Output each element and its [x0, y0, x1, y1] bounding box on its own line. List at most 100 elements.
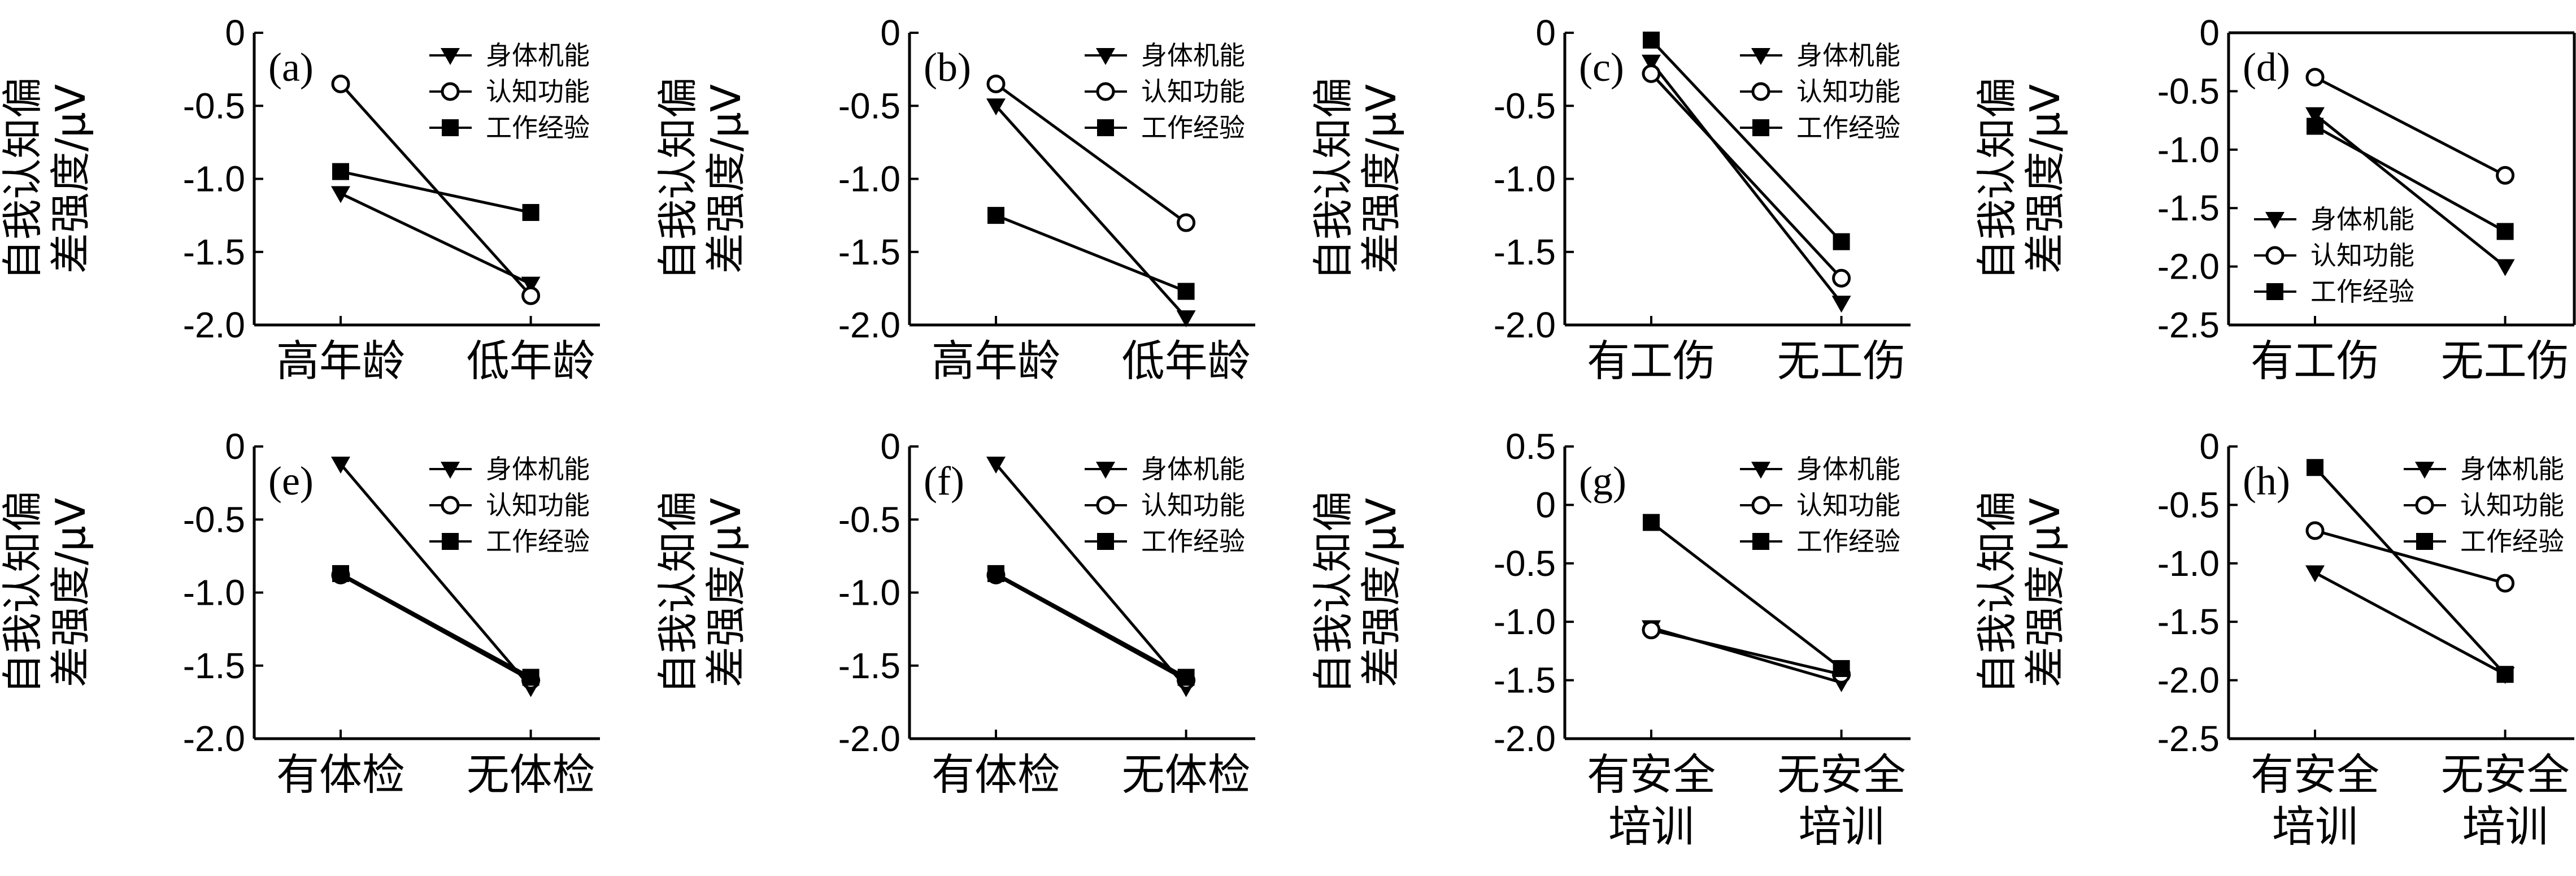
y-tick-label: -1.0: [2157, 129, 2220, 170]
x-category-label: 有体检: [932, 749, 1060, 800]
y-axis-label-line1: 自我认知偏: [0, 77, 46, 280]
legend-marker-triangle: [2415, 462, 2434, 479]
panel-label: (b): [924, 45, 971, 90]
legend-label: 工作经验: [1796, 526, 1900, 557]
data-point-circle: [331, 74, 350, 93]
series-line: [1650, 39, 1843, 243]
x-category-label: 无体检: [1122, 749, 1251, 800]
x-category-label-line: 无安全: [2441, 749, 2570, 800]
x-category-label: 无工伤: [2441, 336, 2570, 386]
legend-marker-square: [1752, 119, 1769, 136]
data-point-circle: [2305, 68, 2325, 87]
y-tick-label: -1.0: [1494, 601, 1556, 642]
x-category-label: 无体检: [467, 749, 595, 800]
chart-panel: 0 -0.5 -1.0 -1.5 -2.0 有体检 无体检 自我认知偏 差强度/μV (e) 身体机…: [0, 426, 600, 800]
series-line: [2314, 113, 2507, 268]
y-tick-label: 0: [2199, 426, 2220, 467]
legend-marker-triangle: [1751, 48, 1770, 65]
series-line: [995, 574, 1187, 682]
data-point-circle: [1642, 64, 1661, 83]
y-axis-label-line2: 差强度/μV: [47, 498, 94, 687]
chart-panel: 0 -0.5 -1.0 -1.5 -2.0 有体检 无体检 自我认知偏 差强度/μV (f) 身体机…: [654, 426, 1255, 800]
series-line: [340, 170, 532, 214]
legend-label: 认知功能: [1796, 490, 1900, 521]
x-category-label-line: 有安全: [2251, 749, 2379, 800]
data-point-square: [332, 163, 349, 180]
data-point-triangle: [1642, 54, 1661, 72]
x-category-label: 有体检: [276, 749, 405, 800]
data-point-square: [332, 565, 349, 582]
x-category-label: 低年龄: [467, 336, 595, 386]
y-tick-label: 0.5: [1505, 426, 1556, 467]
y-tick-label: -1.0: [183, 159, 245, 200]
y-tick-label: -0.5: [1494, 85, 1556, 126]
y-tick-label: -0.5: [838, 85, 900, 126]
x-category-label-line: 培训: [1799, 801, 1885, 852]
legend-marker-square: [442, 119, 459, 136]
series-line: [340, 192, 532, 285]
y-tick-label: 0: [1535, 484, 1556, 525]
legend-marker-triangle: [441, 462, 460, 479]
data-point-circle: [1832, 268, 1851, 288]
series-line: [1650, 72, 1843, 279]
y-tick-label: -2.0: [2157, 246, 2220, 287]
legend-label: 认知功能: [486, 490, 590, 521]
data-point-circle: [521, 286, 541, 305]
x-category-label-line: 高年龄: [932, 336, 1060, 386]
legend-marker-square: [1097, 533, 1114, 550]
data-point-triangle: [521, 276, 541, 294]
y-tick-label: -0.5: [1494, 543, 1556, 584]
y-tick-label: -2.0: [183, 718, 245, 759]
y-tick-label: 0: [225, 426, 245, 467]
y-axis-label-line2: 差强度/μV: [1357, 498, 1405, 687]
legend-marker-square: [442, 533, 459, 550]
legend-marker-circle: [2265, 246, 2285, 265]
series-line: [2314, 571, 2506, 676]
data-point-square: [1643, 31, 1660, 49]
y-tick-label: -2.0: [2157, 660, 2220, 701]
x-category-label-line: 无工伤: [1777, 336, 1906, 386]
x-category-label: 无工伤: [1777, 336, 1906, 386]
legend-marker-square: [2416, 533, 2433, 550]
data-point-square: [1833, 660, 1850, 677]
y-tick-label: -1.5: [183, 645, 245, 686]
legend-label: 认知功能: [1141, 76, 1245, 107]
series-line: [2314, 76, 2506, 177]
legend-label: 身体机能: [1796, 40, 1900, 71]
legend-marker-triangle: [2265, 212, 2285, 229]
series-line: [340, 572, 532, 679]
x-category-label-line: 无工伤: [2441, 336, 2570, 386]
data-point-square: [522, 669, 539, 686]
legend-label: 认知功能: [2310, 240, 2414, 271]
x-category-label-line: 有体检: [932, 749, 1060, 800]
y-tick-label: -1.5: [2157, 601, 2220, 642]
y-tick-label: -0.5: [2157, 484, 2220, 525]
legend-label: 工作经验: [1141, 526, 1245, 557]
y-axis-label-line2: 差强度/μV: [1357, 84, 1405, 274]
y-tick-label: -2.5: [2157, 718, 2220, 759]
legend-label: 认知功能: [486, 76, 590, 107]
legend-marker-square: [1752, 533, 1769, 550]
y-tick-label: -1.5: [1494, 660, 1556, 701]
y-tick-label: 0: [880, 426, 900, 467]
data-point-triangle: [331, 186, 350, 203]
legend-label: 身体机能: [486, 454, 590, 484]
x-category-label: 高年龄: [276, 336, 405, 386]
legend-marker-triangle: [1096, 48, 1115, 65]
x-category-label: 有工伤: [1587, 336, 1716, 386]
legend-marker-circle: [1096, 82, 1115, 101]
y-tick-label: 0: [2199, 12, 2220, 53]
data-point-square: [2307, 459, 2323, 476]
data-point-circle: [2305, 521, 2325, 540]
legend-label: 工作经验: [1796, 112, 1900, 143]
series-line: [995, 572, 1187, 679]
y-axis-label-line2: 差强度/μV: [47, 84, 94, 274]
y-axis-label-line1: 自我认知偏: [654, 491, 702, 694]
x-category-label-line: 低年龄: [1122, 336, 1251, 386]
y-axis-label-line2: 差强度/μV: [702, 498, 750, 687]
x-category-label: 有安全培训: [1587, 749, 1716, 852]
data-point-circle: [1177, 213, 1196, 232]
legend-marker-square: [1097, 119, 1114, 136]
x-category-label-line: 培训: [2272, 801, 2358, 852]
